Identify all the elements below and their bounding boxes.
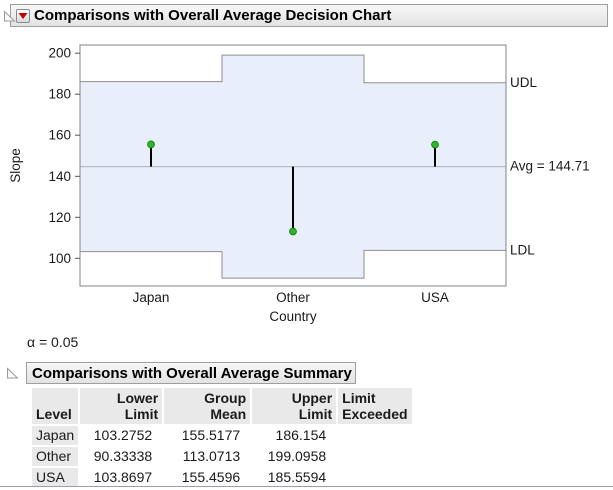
summary-cell: 155.5177 xyxy=(181,427,241,443)
summary-cell xyxy=(338,447,411,466)
summary-table: Level Lower Limit Group Mean Upper Limit Lim… xyxy=(30,386,414,489)
summary-cell: 113.0713 xyxy=(182,448,241,464)
decision-chart-canvas[interactable]: 100 120 140 160 180 200 Japan Other USA Country Sl… xyxy=(0,30,613,330)
summary-table-row[interactable]: Japan 103.2752 155.5177 186.154 xyxy=(32,426,412,445)
y-tick-label: 100 xyxy=(48,251,71,266)
summary-cell: USA xyxy=(32,468,79,487)
section-title: Comparisons with Overall Average Summary xyxy=(32,364,352,382)
group-mean-point-USA[interactable] xyxy=(431,140,439,149)
x-category-label-Other: Other xyxy=(276,290,310,305)
section-header-summary[interactable]: Comparisons with Overall Average Summary xyxy=(26,362,356,384)
summary-cell: 90.33338 xyxy=(93,448,153,464)
summary-table-row[interactable]: Other 90.33338 113.0713 199.0958 xyxy=(32,447,412,466)
column-header-limit-exceeded: Limit Exceeded xyxy=(338,388,412,424)
y-tick-label: 180 xyxy=(48,87,71,102)
group-mean-point-Other[interactable] xyxy=(289,227,297,236)
x-category-label-Japan: Japan xyxy=(133,290,170,305)
section-divider xyxy=(0,486,613,487)
x-category-label-USA: USA xyxy=(421,290,449,305)
summary-cell: 103.2752 xyxy=(93,427,153,443)
column-header-group-mean: Group Mean xyxy=(164,388,251,424)
group-mean-point-Japan[interactable] xyxy=(147,140,155,149)
summary-cell: 103.8697 xyxy=(93,469,153,485)
summary-cell: 186.154 xyxy=(275,427,327,443)
summary-cell: 199.0958 xyxy=(267,448,327,464)
summary-cell xyxy=(338,468,411,487)
summary-cell: 155.4596 xyxy=(181,469,241,485)
summary-cell xyxy=(338,426,411,445)
x-axis-title: Country xyxy=(269,309,317,324)
y-tick-label: 120 xyxy=(48,210,71,225)
y-tick-label: 140 xyxy=(48,169,71,184)
y-tick-label: 200 xyxy=(48,46,71,61)
udl-label: UDL xyxy=(510,75,537,90)
summary-cell: Japan xyxy=(32,426,79,445)
column-header-level: Level xyxy=(32,388,79,424)
avg-value-label: Avg = 144.71 xyxy=(510,159,590,174)
disclosure-triangle-icon[interactable] xyxy=(3,9,16,22)
alpha-level-note: α = 0.05 xyxy=(27,334,79,350)
summary-table-row[interactable]: USA 103.8697 155.4596 185.5594 xyxy=(32,468,412,487)
disclosure-triangle-icon[interactable] xyxy=(6,366,19,379)
summary-cell: 185.5594 xyxy=(267,469,327,485)
decision-chart: 100 120 140 160 180 200 Japan Other USA Country Sl… xyxy=(0,30,613,330)
ldl-label: LDL xyxy=(510,242,535,257)
red-triangle-menu-icon[interactable] xyxy=(16,8,30,23)
plot-frame xyxy=(79,44,507,287)
summary-cell: Other xyxy=(32,447,79,466)
y-tick-label: 160 xyxy=(48,128,71,143)
section-header-decision-chart[interactable]: Comparisons with Overall Average Decisio… xyxy=(10,4,608,27)
column-header-lower-limit: Lower Limit xyxy=(80,388,163,424)
column-header-upper-limit: Upper Limit xyxy=(252,388,337,424)
y-axis-title: Slope xyxy=(8,148,23,183)
section-title: Comparisons with Overall Average Decisio… xyxy=(34,7,392,24)
